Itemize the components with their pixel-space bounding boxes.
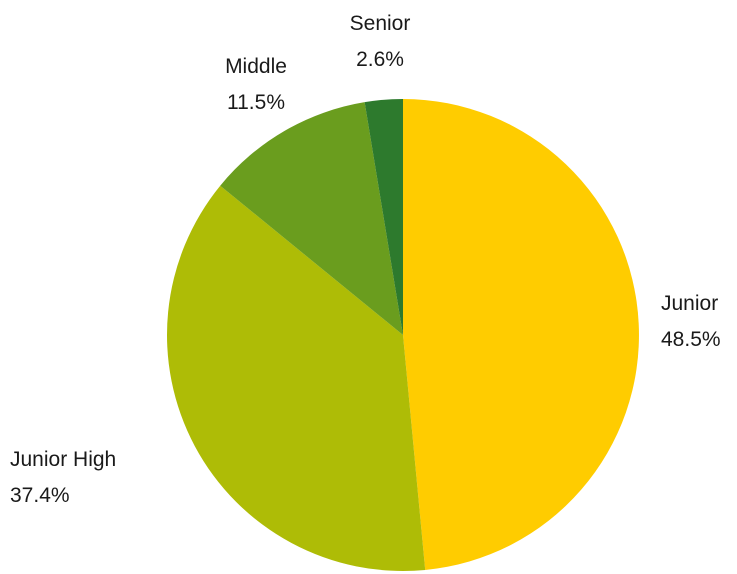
slice-label-middle: Middle [225,55,287,78]
slice-label-junior-high: Junior High [10,448,116,471]
pie-labels: Junior 48.5% Junior High 37.4% Middle 11.5% Se… [10,12,721,507]
pie-slice-middle [220,102,403,335]
pie-slices [167,98,639,571]
pie-slice-junior-high [167,185,426,571]
slice-label-junior: Junior [661,292,718,315]
slice-value-senior: 2.6% [356,48,404,71]
pie-slice-senior [364,98,403,335]
slice-value-junior-high: 37.4% [10,484,70,507]
slice-value-junior: 48.5% [661,328,721,351]
pie-slice-junior [403,99,639,570]
slice-value-middle: 11.5% [227,91,285,114]
slice-label-senior: Senior [350,12,411,35]
